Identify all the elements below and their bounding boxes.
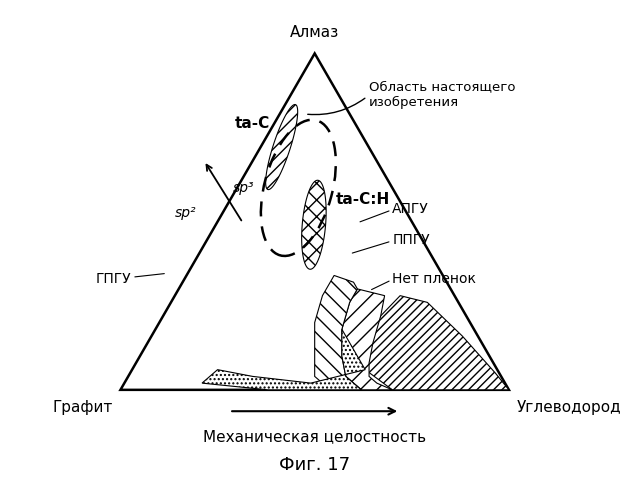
Polygon shape: [342, 289, 392, 390]
Text: ta-C:H: ta-C:H: [336, 192, 390, 207]
Text: Область настоящего
изобретения: Область настоящего изобретения: [369, 80, 516, 109]
Text: Графит: Графит: [52, 400, 112, 414]
Polygon shape: [266, 104, 298, 190]
Text: sp³: sp³: [233, 181, 255, 195]
Text: ППГУ: ППГУ: [392, 234, 430, 247]
Polygon shape: [121, 54, 509, 390]
Text: Фиг. 17: Фиг. 17: [279, 456, 350, 474]
Text: ta-C: ta-C: [235, 116, 270, 132]
Polygon shape: [202, 330, 365, 390]
Text: Алмаз: Алмаз: [290, 25, 339, 40]
Polygon shape: [301, 180, 326, 269]
Text: Углеводород: Углеводород: [517, 400, 621, 414]
Text: Нет пленок: Нет пленок: [392, 272, 477, 286]
Text: АПГУ: АПГУ: [392, 202, 429, 216]
Polygon shape: [315, 276, 361, 390]
Text: ГПГУ: ГПГУ: [95, 272, 131, 286]
Polygon shape: [365, 296, 509, 390]
Text: Механическая целостность: Механическая целостность: [203, 428, 426, 444]
Text: sp²: sp²: [175, 206, 196, 220]
